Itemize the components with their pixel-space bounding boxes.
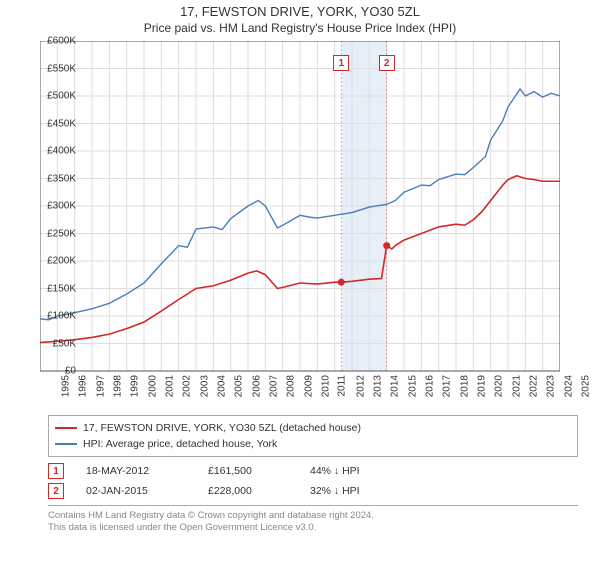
x-tick-label: 2015 xyxy=(407,375,418,397)
chart-title: 17, FEWSTON DRIVE, YORK, YO30 5ZL xyxy=(0,4,600,19)
x-tick-label: 2014 xyxy=(390,375,401,397)
x-tick-label: 2010 xyxy=(320,375,331,397)
x-tick-label: 2017 xyxy=(442,375,453,397)
x-tick-label: 1999 xyxy=(130,375,141,397)
y-tick-label: £400K xyxy=(47,146,76,157)
footer-line-2: This data is licensed under the Open Gov… xyxy=(48,522,578,534)
y-tick-label: £300K xyxy=(47,201,76,212)
sale-marker-icon: 2 xyxy=(48,483,64,499)
x-tick-label: 1996 xyxy=(78,375,89,397)
x-tick-label: 2013 xyxy=(372,375,383,397)
y-tick-label: £350K xyxy=(47,173,76,184)
sale-hpi-delta: 44% ↓ HPI xyxy=(310,465,390,477)
sale-date: 18-MAY-2012 xyxy=(86,465,186,477)
footer-attribution: Contains HM Land Registry data © Crown c… xyxy=(48,505,578,535)
y-tick-label: £500K xyxy=(47,91,76,102)
y-tick-label: £150K xyxy=(47,283,76,294)
legend-swatch xyxy=(55,443,77,445)
x-tick-label: 1998 xyxy=(112,375,123,397)
legend-item: 17, FEWSTON DRIVE, YORK, YO30 5ZL (detac… xyxy=(55,420,571,436)
x-tick-label: 2024 xyxy=(563,375,574,397)
sales-table: 1 18-MAY-2012 £161,500 44% ↓ HPI 2 02-JAN-201… xyxy=(48,461,578,501)
chart-svg xyxy=(40,41,560,373)
legend-label: HPI: Average price, detached house, York xyxy=(83,438,277,450)
sale-marker-label: 2 xyxy=(379,55,395,71)
sale-row: 1 18-MAY-2012 £161,500 44% ↓ HPI xyxy=(48,461,578,481)
y-tick-label: £50K xyxy=(53,338,76,349)
x-tick-label: 2001 xyxy=(164,375,175,397)
x-tick-label: 2009 xyxy=(303,375,314,397)
y-tick-label: £600K xyxy=(47,36,76,47)
legend-label: 17, FEWSTON DRIVE, YORK, YO30 5ZL (detac… xyxy=(83,422,361,434)
x-tick-label: 2012 xyxy=(355,375,366,397)
x-tick-label: 2019 xyxy=(476,375,487,397)
x-tick-label: 1995 xyxy=(60,375,71,397)
legend-swatch xyxy=(55,427,77,429)
x-tick-label: 2022 xyxy=(528,375,539,397)
x-tick-label: 2005 xyxy=(234,375,245,397)
x-tick-label: 2023 xyxy=(546,375,557,397)
sale-marker-label: 1 xyxy=(333,55,349,71)
y-tick-label: £200K xyxy=(47,256,76,267)
sale-price: £161,500 xyxy=(208,465,288,477)
sale-marker-icon: 1 xyxy=(48,463,64,479)
x-tick-label: 1997 xyxy=(95,375,106,397)
x-tick-label: 2004 xyxy=(216,375,227,397)
y-tick-label: £550K xyxy=(47,63,76,74)
x-tick-label: 2008 xyxy=(286,375,297,397)
y-tick-label: £450K xyxy=(47,118,76,129)
legend: 17, FEWSTON DRIVE, YORK, YO30 5ZL (detac… xyxy=(48,415,578,457)
x-tick-label: 2002 xyxy=(182,375,193,397)
chart-area: £0£50K£100K£150K£200K£250K£300K£350K£400… xyxy=(40,41,600,411)
sale-row: 2 02-JAN-2015 £228,000 32% ↓ HPI xyxy=(48,481,578,501)
x-tick-label: 2020 xyxy=(494,375,505,397)
x-tick-label: 2003 xyxy=(199,375,210,397)
sale-price: £228,000 xyxy=(208,485,288,497)
y-tick-label: £250K xyxy=(47,228,76,239)
x-tick-label: 2007 xyxy=(268,375,279,397)
footer-line-1: Contains HM Land Registry data © Crown c… xyxy=(48,510,578,522)
x-tick-label: 2025 xyxy=(580,375,591,397)
x-tick-label: 2021 xyxy=(511,375,522,397)
x-tick-label: 2018 xyxy=(459,375,470,397)
legend-item: HPI: Average price, detached house, York xyxy=(55,436,571,452)
x-tick-label: 2016 xyxy=(424,375,435,397)
sale-hpi-delta: 32% ↓ HPI xyxy=(310,485,390,497)
y-tick-label: £100K xyxy=(47,311,76,322)
x-tick-label: 2006 xyxy=(251,375,262,397)
x-tick-label: 2011 xyxy=(337,375,348,397)
sale-date: 02-JAN-2015 xyxy=(86,485,186,497)
x-tick-label: 2000 xyxy=(147,375,158,397)
chart-subtitle: Price paid vs. HM Land Registry's House … xyxy=(0,21,600,35)
